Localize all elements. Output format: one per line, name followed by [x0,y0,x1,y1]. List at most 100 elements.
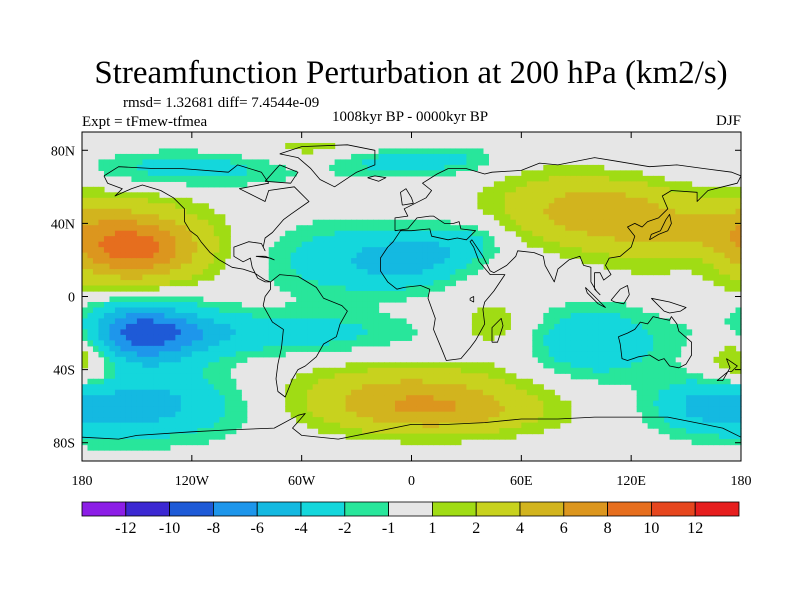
field-cell [515,411,522,418]
field-cell [175,428,182,435]
field-cell [581,175,588,182]
field-cell [125,395,133,402]
field-cell [164,153,171,161]
field-cell [455,236,462,243]
field-cell [691,411,698,418]
field-cell [345,329,352,336]
field-cell [653,334,660,341]
field-cell [98,225,105,232]
field-cell [153,389,160,396]
field-cell [109,197,116,204]
field-cell [285,395,292,402]
field-cell [131,334,138,341]
field-cell [202,356,209,363]
field-cell [274,340,281,347]
field-cell [719,378,726,385]
field-cell [290,400,297,407]
field-cell [603,252,610,259]
field-cell [389,236,396,243]
field-cell [625,340,632,347]
field-cell [477,159,484,166]
field-cell [213,411,220,418]
field-cell [455,263,462,270]
field-cell [653,367,660,374]
field-cell [620,192,627,199]
field-cell [565,307,572,314]
field-cell [730,197,737,204]
field-cell [444,263,451,270]
field-cell [471,428,478,435]
field-cell [367,296,374,303]
field-cell [329,323,336,330]
field-cell [466,373,473,380]
field-cell [614,362,621,369]
field-cell [400,258,407,265]
field-cell [384,323,391,330]
field-cell [482,186,489,193]
field-cell [213,406,220,413]
field-cell [482,417,489,424]
field-cell [103,318,111,325]
field-cell [191,422,198,429]
field-cell [488,197,495,204]
field-cell [713,192,720,199]
field-cell [136,356,144,363]
field-cell [730,203,737,210]
field-cell [169,428,176,435]
field-cell [120,269,127,276]
field-cell [367,263,374,270]
field-cell [724,258,731,265]
field-cell [263,170,270,177]
field-cell [103,439,111,446]
field-cell [384,400,391,407]
field-cell [532,214,539,221]
field-cell [669,247,676,254]
field-cell [603,367,610,374]
field-cell [323,428,330,435]
field-cell [653,406,660,413]
field-cell [565,208,572,215]
field-cell [153,373,160,380]
field-cell [158,400,165,407]
field-cell [235,411,242,418]
field-cell [92,384,100,391]
field-cell [460,159,468,166]
field-cell [279,280,286,287]
field-cell [208,274,215,281]
colorbar-label: -1 [382,520,395,537]
field-cell [301,236,308,243]
field-cell [466,367,473,374]
field-cell [719,389,726,396]
field-cell [367,219,374,226]
field-cell [114,159,122,166]
field-cell [334,345,341,352]
field-cell [460,258,468,265]
field-cell [153,312,160,320]
field-cell [598,334,605,341]
field-cell [175,175,182,182]
field-cell [191,263,198,270]
field-cell [164,263,171,270]
field-cell [362,323,369,330]
field-cell [686,203,693,210]
field-cell [554,340,561,347]
field-cell [384,406,391,413]
field-cell [444,241,451,248]
field-cell [669,181,676,188]
field-cell [334,285,341,292]
field-cell [433,439,440,446]
field-cell [730,406,737,413]
field-cell [592,345,599,352]
field-cell [400,378,407,385]
field-cell [686,384,693,391]
field-cell [114,236,122,243]
field-cell [384,312,391,320]
field-cell [351,291,358,298]
field-cell [438,395,446,402]
field-cell [378,153,385,161]
field-cell [449,225,457,232]
field-cell [329,378,336,385]
field-cell [625,247,632,254]
field-cell [603,175,610,182]
field-cell [197,318,204,325]
